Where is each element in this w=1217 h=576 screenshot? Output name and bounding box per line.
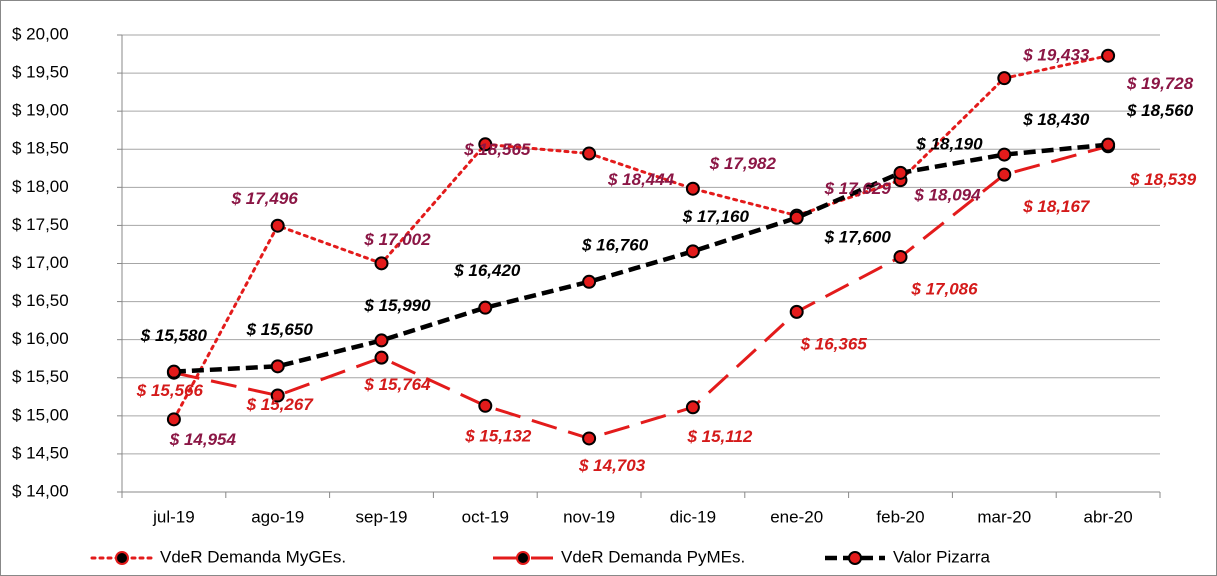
y-tick-label: $ 14,00 [12, 481, 69, 500]
value-label: $ 18,560 [1126, 101, 1194, 120]
legend-label: VdeR Demanda PyMEs. [561, 547, 745, 566]
x-tick-label: jul-19 [152, 507, 195, 526]
data-point [582, 146, 597, 161]
x-tick-label: ene-20 [770, 507, 823, 526]
y-tick-label: $ 19,50 [12, 63, 69, 82]
x-tick-label: dic-19 [670, 507, 716, 526]
y-tick-label: $ 20,00 [12, 24, 69, 43]
data-point [685, 400, 700, 415]
y-tick-label: $ 15,00 [12, 405, 69, 424]
value-label: $ 18,444 [607, 170, 675, 189]
y-tick-label: $ 14,50 [12, 443, 69, 462]
value-label: $ 14,954 [169, 430, 237, 449]
data-point [997, 71, 1012, 86]
data-point [582, 431, 597, 446]
value-label: $ 15,267 [246, 395, 315, 414]
data-point [270, 359, 285, 374]
data-point [270, 388, 285, 403]
value-label: $ 15,990 [363, 296, 431, 315]
data-point [478, 300, 493, 315]
data-point [1101, 137, 1116, 152]
data-point [478, 137, 493, 152]
data-point [478, 398, 493, 413]
data-point [582, 274, 597, 289]
data-point [685, 244, 700, 259]
value-label: $ 15,580 [140, 326, 208, 345]
x-tick-label: nov-19 [563, 507, 615, 526]
legend-marker [115, 551, 129, 565]
series-line [172, 54, 1110, 421]
data-point [374, 256, 389, 271]
legend-marker [848, 551, 862, 565]
value-label: $ 17,982 [709, 154, 777, 173]
value-label: $ 15,650 [246, 320, 314, 339]
value-label: $ 18,430 [1022, 110, 1090, 129]
value-label: $ 17,086 [910, 279, 978, 298]
value-label: $ 17,496 [231, 189, 299, 208]
value-label: $ 15,566 [136, 381, 204, 400]
x-tick-label: sep-19 [356, 507, 408, 526]
value-label: $ 18,190 [915, 134, 983, 153]
data-point [1101, 48, 1116, 63]
data-point [685, 181, 700, 196]
y-tick-label: $ 19,00 [12, 101, 69, 120]
value-label: $ 18,167 [1022, 197, 1091, 216]
y-tick-label: $ 18,50 [12, 139, 69, 158]
y-tick-label: $ 18,00 [12, 177, 69, 196]
data-point [374, 333, 389, 348]
value-label: $ 18,094 [913, 186, 981, 205]
y-tick-label: $ 16,00 [12, 329, 69, 348]
data-point [166, 412, 181, 427]
value-label: $ 18,565 [463, 140, 531, 159]
x-tick-label: abr-20 [1084, 507, 1133, 526]
value-label: $ 15,112 [686, 427, 752, 446]
value-label: $ 19,433 [1022, 46, 1090, 65]
data-point [893, 165, 908, 180]
data-point [374, 350, 389, 365]
value-label: $ 16,760 [581, 235, 649, 254]
y-tick-label: $ 17,00 [12, 253, 69, 272]
series-line [173, 144, 1109, 441]
data-point [997, 147, 1012, 162]
value-label: $ 16,365 [800, 334, 868, 353]
value-label: $ 19,728 [1126, 74, 1194, 93]
x-tick-label: mar-20 [977, 507, 1031, 526]
y-tick-label: $ 17,50 [12, 215, 69, 234]
data-point [789, 210, 804, 225]
value-label: $ 14,703 [578, 456, 646, 475]
legend-label: VdeR Demanda MyGEs. [160, 547, 346, 566]
value-label: $ 17,002 [363, 230, 431, 249]
value-label: $ 15,764 [363, 375, 431, 394]
data-point [997, 167, 1012, 182]
data-point [270, 218, 285, 233]
value-label: $ 15,132 [464, 426, 532, 445]
legend-marker [516, 551, 530, 565]
data-point [789, 304, 804, 319]
x-tick-label: ago-19 [251, 507, 304, 526]
y-tick-label: $ 15,50 [12, 367, 69, 386]
value-label: $ 16,420 [453, 261, 521, 280]
legend-label: Valor Pizarra [893, 547, 991, 566]
value-label: $ 17,160 [682, 207, 750, 226]
y-tick-label: $ 16,50 [12, 291, 69, 310]
value-label: $ 17,629 [824, 179, 892, 198]
x-tick-label: oct-19 [462, 507, 509, 526]
data-point [166, 364, 181, 379]
x-tick-label: feb-20 [876, 507, 924, 526]
data-point [893, 249, 908, 264]
value-label: $ 18,539 [1129, 170, 1197, 189]
value-label: $ 17,600 [824, 227, 892, 246]
